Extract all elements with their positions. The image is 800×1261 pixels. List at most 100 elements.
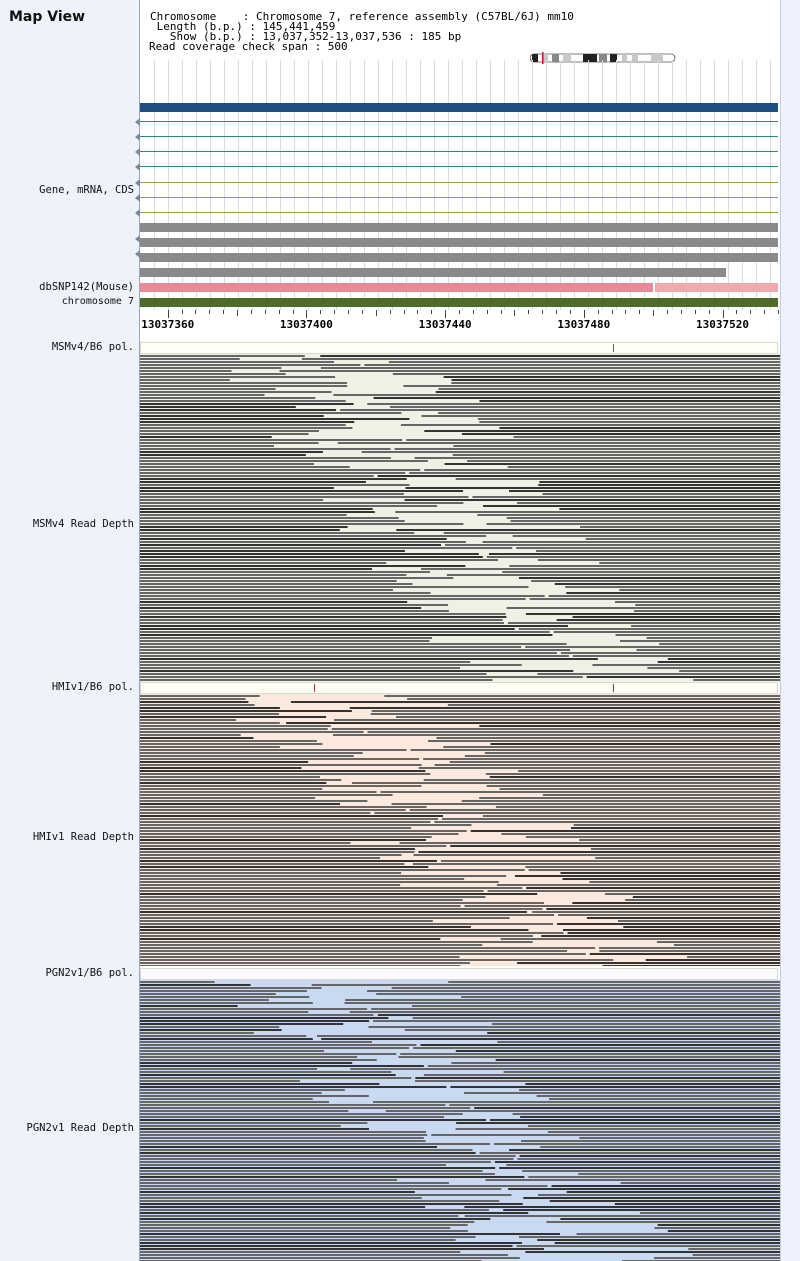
grid-line: [266, 60, 267, 310]
sequence-read: [140, 508, 373, 510]
sequence-read: [438, 412, 780, 414]
gray-track-bar[interactable]: [140, 238, 778, 247]
cds-line[interactable]: [140, 197, 778, 198]
sequence-read: [140, 1161, 491, 1163]
sequence-read: [140, 854, 402, 856]
sequence-read: [140, 833, 459, 835]
sequence-read: [140, 821, 431, 823]
sequence-read: [140, 1032, 254, 1034]
sequence-read: [529, 598, 780, 600]
sequence-read: [377, 1014, 780, 1016]
sequence-read: [140, 1011, 309, 1013]
sequence-read: [140, 460, 428, 462]
sequence-read: [687, 956, 780, 958]
sequence-read: [516, 547, 780, 549]
sequence-read: [140, 1221, 475, 1223]
sequence-read: [140, 887, 523, 889]
sequence-read: [140, 959, 614, 961]
sequence-read: [499, 427, 780, 429]
sequence-read: [140, 454, 306, 456]
sequence-read: [140, 917, 510, 919]
msm-read-depth-panel: [140, 354, 780, 682]
sequence-read: [140, 1074, 396, 1076]
dbsnp-bar-light[interactable]: [655, 283, 778, 292]
sequence-read: [140, 358, 240, 360]
sequence-read: [140, 1176, 525, 1178]
sequence-read: [140, 806, 427, 808]
sequence-read: [140, 920, 433, 922]
ruler-tick: [472, 310, 474, 314]
sequence-read: [567, 932, 780, 934]
sequence-read: [140, 869, 525, 871]
gene-bar[interactable]: [140, 103, 778, 112]
mrna-line[interactable]: [140, 166, 778, 167]
sequence-read: [140, 439, 403, 441]
sequence-read: [434, 764, 780, 766]
sequence-read: [412, 1017, 780, 1019]
sequence-read: [140, 722, 280, 724]
polymorphism-marker[interactable]: [612, 344, 614, 352]
grid-line: [280, 60, 281, 310]
sequence-read: [140, 646, 522, 648]
dbsnp-bar[interactable]: [140, 283, 653, 292]
mrna-line[interactable]: [140, 121, 778, 122]
sequence-read: [599, 947, 780, 949]
sequence-read: [549, 1098, 780, 1100]
cds-line[interactable]: [140, 212, 778, 213]
sequence-read: [350, 1068, 780, 1070]
sequence-read: [140, 695, 260, 697]
sequence-read: [451, 1062, 780, 1064]
gray-track-bar[interactable]: [140, 253, 778, 262]
sequence-read: [140, 496, 469, 498]
sequence-read: [431, 1134, 780, 1136]
sequence-read: [140, 734, 241, 736]
sequence-read: [512, 535, 780, 537]
right-scroll-edge[interactable]: [780, 0, 800, 1261]
hmi-pol-label: HMIv1/B6 pol.: [51, 681, 134, 693]
sequence-read: [140, 993, 276, 995]
sequence-read: [461, 800, 780, 802]
grid-line: [154, 60, 155, 310]
chromosome-ideogram-icon[interactable]: [530, 52, 680, 64]
gene-track-area: [135, 60, 780, 310]
sequence-read: [140, 370, 232, 372]
sequence-read: [489, 776, 780, 778]
sequence-read: [368, 1026, 780, 1028]
sequence-read: [140, 1242, 522, 1244]
sequence-read: [479, 1152, 780, 1154]
pgn-read-depth-panel: [140, 980, 780, 1261]
sequence-read: [415, 1077, 780, 1079]
sequence-read: [140, 1044, 417, 1046]
chromosome-bar[interactable]: [140, 298, 778, 307]
sequence-read: [614, 1203, 780, 1205]
sequence-read: [140, 520, 405, 522]
sequence-read: [320, 355, 780, 357]
sequence-read: [493, 1143, 780, 1145]
gray-track-bar[interactable]: [140, 223, 778, 232]
hmi-depth-label: HMIv1 Read Depth: [32, 831, 134, 843]
sequence-read: [140, 1062, 353, 1064]
sequence-read: [140, 577, 454, 579]
sequence-read: [140, 610, 449, 612]
sequence-read: [140, 670, 574, 672]
sequence-read: [140, 433, 309, 435]
grid-line: [574, 60, 575, 310]
sequence-read: [405, 487, 780, 489]
sequence-read: [140, 800, 368, 802]
mrna-line[interactable]: [140, 136, 778, 137]
mrna-line[interactable]: [140, 151, 778, 152]
sequence-read: [140, 1035, 307, 1037]
sequence-read: [449, 1104, 780, 1106]
sequence-read: [140, 502, 464, 504]
polymorphism-marker[interactable]: [314, 684, 316, 692]
sequence-read: [140, 1089, 345, 1091]
sequence-read: [140, 911, 527, 913]
sequence-read: [140, 400, 346, 402]
gene-track-label: Gene, mRNA, CDS: [39, 184, 134, 196]
cds-line[interactable]: [140, 182, 778, 183]
sequence-read: [140, 424, 346, 426]
polymorphism-marker[interactable]: [612, 684, 614, 692]
gray-track-bar[interactable]: [140, 268, 726, 277]
sequence-read: [573, 824, 780, 826]
sequence-read: [140, 1047, 410, 1049]
